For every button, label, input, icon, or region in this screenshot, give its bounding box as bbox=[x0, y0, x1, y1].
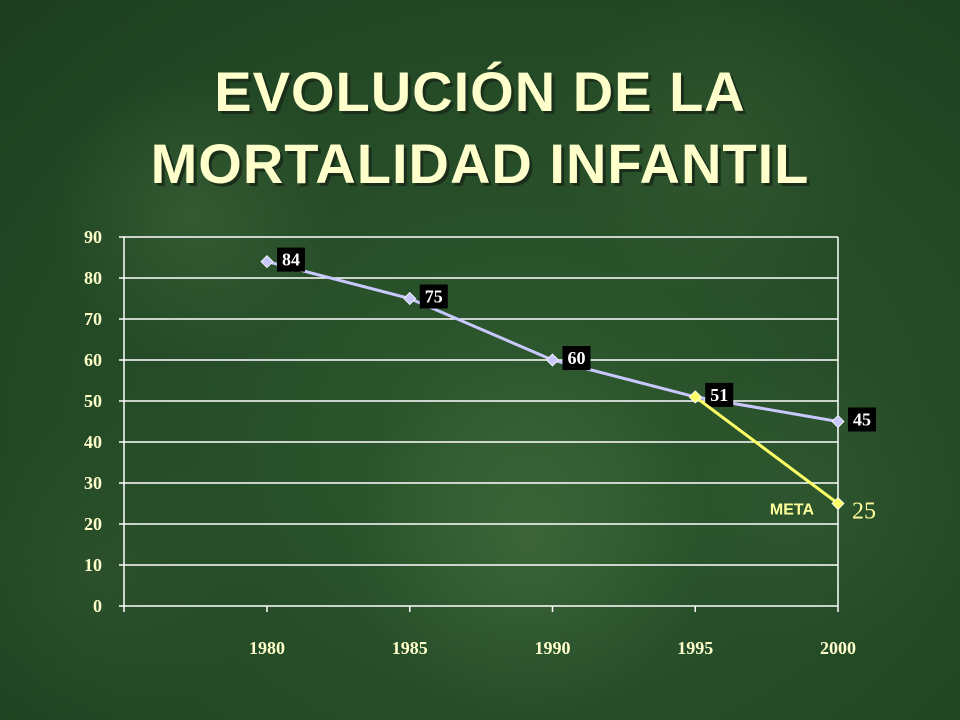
data-label: 51 bbox=[710, 385, 728, 405]
y-tick-label: 60 bbox=[84, 350, 102, 370]
series-mortality: 84 75 60 51 45 bbox=[260, 247, 876, 432]
y-axis: 0 10 20 30 40 50 60 70 80 90 bbox=[84, 227, 125, 616]
y-tick-label: 0 bbox=[93, 596, 102, 616]
data-label-box bbox=[562, 346, 591, 370]
meta-line bbox=[694, 395, 839, 505]
meta-point bbox=[831, 496, 845, 511]
data-label: 84 bbox=[282, 250, 300, 270]
chart-grid bbox=[124, 236, 839, 607]
x-tick-label: 1990 bbox=[535, 638, 571, 658]
data-point bbox=[545, 353, 560, 367]
y-tick-label: 70 bbox=[84, 309, 102, 329]
meta-series-label: META bbox=[770, 502, 815, 519]
y-tick-label: 80 bbox=[84, 268, 102, 288]
y-tick-label: 50 bbox=[84, 391, 102, 411]
y-tick-label: 10 bbox=[84, 555, 102, 575]
x-axis: 1980 1985 1990 1995 2000 bbox=[123, 606, 856, 658]
y-tick-label: 40 bbox=[84, 432, 102, 452]
series-meta: META 25 bbox=[688, 390, 876, 525]
data-point bbox=[260, 255, 274, 269]
x-tick-label: 1980 bbox=[249, 638, 285, 658]
y-tick-label: 90 bbox=[84, 227, 102, 247]
x-tick-label: 1995 bbox=[677, 638, 713, 658]
title-line-2: MORTALIDAD INFANTIL bbox=[150, 132, 810, 195]
data-label: 75 bbox=[425, 287, 443, 307]
y-tick-label: 20 bbox=[84, 514, 102, 534]
data-label-box bbox=[848, 407, 876, 432]
x-tick-label: 1985 bbox=[392, 638, 428, 658]
data-label-box bbox=[277, 247, 305, 272]
data-point bbox=[831, 414, 845, 429]
meta-end-label: 25 bbox=[852, 499, 876, 525]
slide-title: EVOLUCIÓN DE LA MORTALIDAD INFANTIL bbox=[0, 56, 960, 200]
data-label: 60 bbox=[568, 348, 586, 368]
data-label: 45 bbox=[853, 410, 871, 430]
data-point bbox=[403, 291, 417, 306]
meta-point bbox=[688, 390, 702, 404]
x-tick-label: 2000 bbox=[820, 638, 856, 658]
data-label-box bbox=[419, 284, 448, 309]
y-tick-label: 30 bbox=[84, 473, 102, 493]
data-label-box bbox=[705, 382, 734, 407]
series-line bbox=[266, 260, 839, 423]
title-line-1: EVOLUCIÓN DE LA bbox=[214, 60, 746, 123]
